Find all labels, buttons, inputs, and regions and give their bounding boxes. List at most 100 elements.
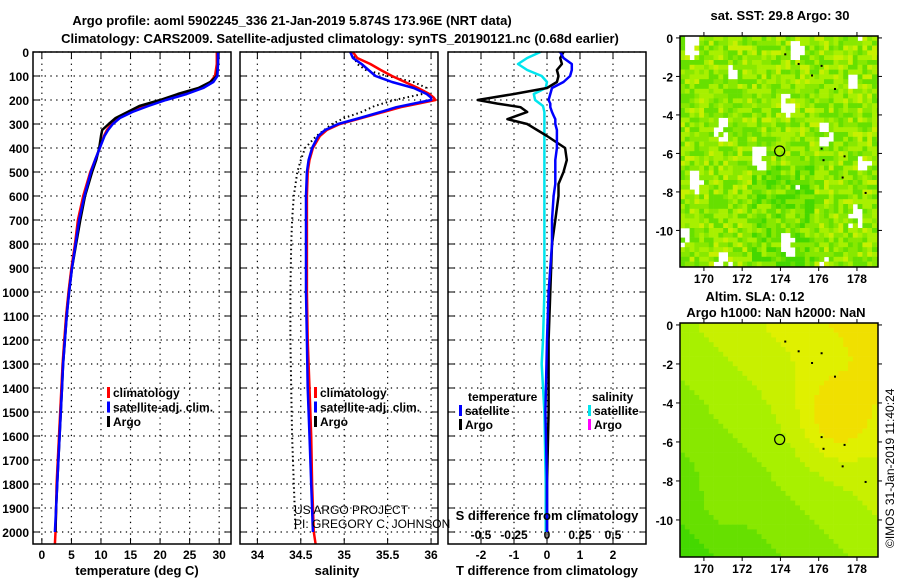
map-cell — [776, 385, 782, 391]
map-cell — [809, 399, 815, 405]
map-cell — [852, 361, 858, 367]
s-x-tick-label: -0.25 — [500, 528, 528, 542]
map-cell — [680, 539, 686, 545]
map-cell — [680, 88, 686, 94]
map-cell — [761, 409, 767, 415]
map-cell — [824, 337, 830, 343]
map-cell — [708, 524, 714, 530]
map-cell — [737, 36, 743, 42]
map-cell — [833, 495, 839, 501]
map-cell — [694, 60, 700, 66]
map-cell — [843, 452, 849, 458]
map-cell — [824, 390, 830, 396]
map-cell — [848, 510, 854, 516]
map-cell — [814, 524, 820, 530]
map-cell — [804, 247, 810, 253]
map-cell — [742, 495, 748, 501]
map-cell — [843, 529, 849, 535]
map-cell — [737, 45, 743, 51]
map-cell — [819, 55, 825, 61]
map-cell — [843, 194, 849, 200]
map-cell — [776, 447, 782, 453]
map-cell — [680, 385, 686, 391]
map-cell — [828, 218, 834, 224]
map-cell — [747, 208, 753, 214]
map-cell — [814, 103, 820, 109]
map-cell — [771, 390, 777, 396]
map-cell — [780, 524, 786, 530]
map-cell — [857, 443, 863, 449]
map-cell — [838, 505, 844, 511]
map-cell — [852, 419, 858, 425]
map-cell — [756, 356, 762, 362]
map-cell — [713, 213, 719, 219]
map-cell — [689, 223, 695, 229]
map-cell — [819, 151, 825, 157]
map-cell — [718, 132, 724, 138]
map-cell — [756, 371, 762, 377]
map-cell — [828, 491, 834, 497]
map-cell — [708, 342, 714, 348]
map-cell — [838, 452, 844, 458]
map-cell — [694, 136, 700, 142]
map-cell — [689, 232, 695, 238]
map-cell — [804, 84, 810, 90]
map-cell — [737, 423, 743, 429]
map-cell — [785, 462, 791, 468]
map-cell — [689, 112, 695, 118]
map-cell — [737, 543, 743, 549]
map-cell — [689, 88, 695, 94]
map-cell — [862, 457, 868, 463]
map-cell — [761, 471, 767, 477]
y-tick-label: 1100 — [3, 310, 29, 324]
map-cell — [684, 399, 690, 405]
map-cell — [776, 534, 782, 540]
map-cell — [852, 64, 858, 70]
map-cell — [852, 462, 858, 468]
map-cell — [708, 40, 714, 46]
map-cell — [852, 342, 858, 348]
map-cell — [824, 356, 830, 362]
map-cell — [708, 481, 714, 487]
map-cell — [737, 419, 743, 425]
map-cell — [761, 337, 767, 343]
map-cell — [800, 218, 806, 224]
map-cell — [843, 103, 849, 109]
map-cell — [819, 337, 825, 343]
map-cell — [771, 524, 777, 530]
map-cell — [766, 261, 772, 267]
map-cell — [872, 242, 878, 248]
map-cell — [795, 351, 801, 357]
map-cell — [747, 419, 753, 425]
map-cell — [728, 539, 734, 545]
map-cell — [699, 380, 705, 386]
map-cell — [804, 467, 810, 473]
map-cell — [780, 505, 786, 511]
map-cell — [848, 323, 854, 329]
map-cell — [785, 548, 791, 554]
map-cell — [742, 438, 748, 444]
map-cell — [814, 443, 820, 449]
map-cell — [790, 184, 796, 190]
map-cell — [694, 141, 700, 147]
map-cell — [872, 433, 878, 439]
map-cell — [838, 366, 844, 372]
map-cell — [828, 375, 834, 381]
legend-label: Argo — [113, 415, 141, 429]
map-cell — [814, 189, 820, 195]
map-cell — [809, 74, 815, 80]
map-cell — [843, 208, 849, 214]
map-cell — [833, 146, 839, 152]
map-cell — [694, 438, 700, 444]
map-cell — [785, 180, 791, 186]
map-cell — [689, 242, 695, 248]
map-cell — [795, 510, 801, 516]
map-cell — [857, 127, 863, 133]
x-tick-label: 20 — [153, 548, 167, 562]
map-cell — [780, 347, 786, 353]
map-cell — [718, 452, 724, 458]
map-cell — [857, 519, 863, 525]
map-cell — [872, 500, 878, 506]
map-cell — [795, 204, 801, 210]
map-cell — [785, 98, 791, 104]
